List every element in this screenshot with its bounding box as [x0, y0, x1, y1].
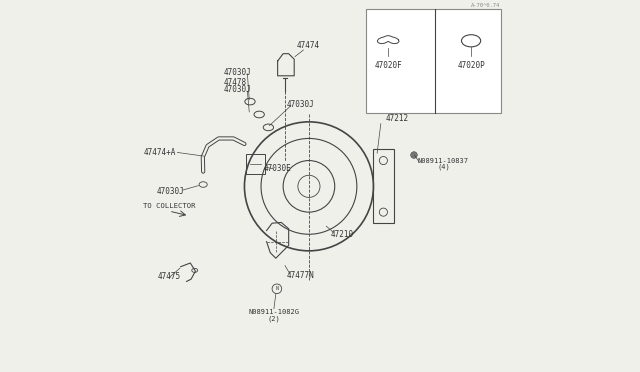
Text: 47474+A: 47474+A [143, 148, 176, 157]
Text: N08911-10837: N08911-10837 [418, 158, 469, 164]
Bar [246, 154, 266, 174]
Circle shape [411, 152, 417, 158]
Text: 47212: 47212 [386, 114, 409, 123]
Text: 47020P: 47020P [457, 61, 485, 70]
Text: (2): (2) [268, 315, 280, 321]
Text: A·70^0.74: A·70^0.74 [471, 3, 500, 7]
Text: 47020F: 47020F [374, 61, 402, 70]
Text: 47030J: 47030J [157, 187, 184, 196]
Text: 47478: 47478 [223, 78, 247, 87]
Text: N: N [275, 286, 278, 291]
Text: 47474: 47474 [297, 41, 320, 50]
Text: 47030J: 47030J [223, 85, 251, 94]
Text: 47475: 47475 [157, 272, 180, 281]
Text: 47477N: 47477N [287, 271, 315, 280]
Text: (4): (4) [437, 164, 450, 170]
Text: TO COLLECTOR: TO COLLECTOR [143, 203, 195, 209]
Text: N08911-1082G: N08911-1082G [248, 309, 300, 315]
Bar [373, 150, 394, 223]
Text: 47030E: 47030E [264, 164, 291, 173]
Text: 47030J: 47030J [223, 68, 251, 77]
Bar [366, 9, 500, 113]
Text: 47210: 47210 [330, 230, 354, 239]
Text: 47030J: 47030J [287, 100, 314, 109]
